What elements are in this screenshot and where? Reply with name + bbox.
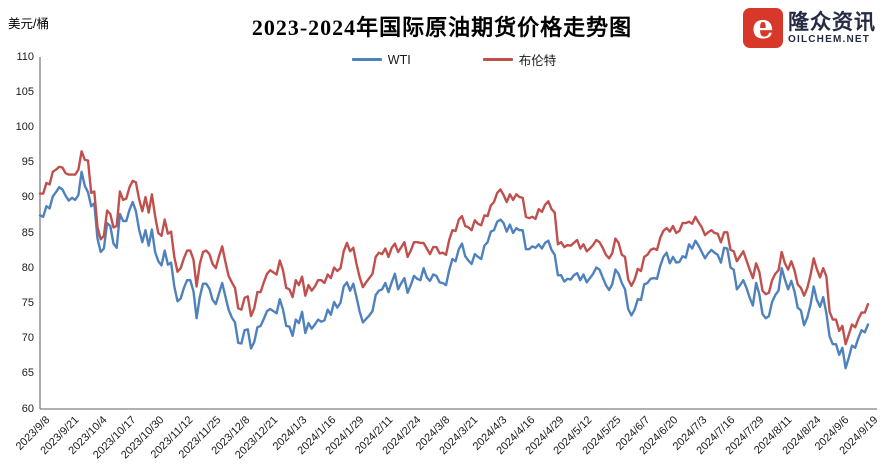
y-axis-tick-label: 100 (15, 120, 34, 133)
brent-line-swatch (482, 57, 513, 62)
chart-legend: WTI 布伦特 (40, 50, 868, 69)
oilchem-logo: e 隆众资讯 OILCHEM.NET (743, 8, 876, 48)
brent-price-line (38, 150, 870, 346)
y-axis-tick-label: 110 (16, 50, 34, 63)
y-axis-tick-label: 95 (21, 156, 34, 169)
y-axis-tick-label: 65 (21, 367, 34, 380)
chart-title: 2023-2024年国际原油期货价格走势图 (251, 15, 633, 40)
logo-icon-glyph: e (752, 6, 774, 47)
y-axis-tick-label: 85 (21, 226, 34, 239)
y-axis-tick-label: 70 (21, 332, 34, 345)
oilchem-logo-icon: e (743, 8, 783, 48)
legend-item-brent: 布伦特 (482, 50, 557, 69)
y-axis-tick-label: 75 (21, 296, 34, 309)
logo-brand-name: 隆众资讯 (788, 10, 876, 34)
y-axis-tick-label: 105 (15, 85, 34, 98)
y-axis-tick-label: 80 (21, 261, 34, 274)
legend-label-wti: WTI (387, 52, 411, 67)
y-axis-unit-label: 美元/桶 (8, 17, 49, 31)
logo-text-block: 隆众资讯 OILCHEM.NET (788, 12, 876, 45)
logo-domain-name: OILCHEM.NET (788, 33, 871, 45)
wti-price-line (38, 170, 870, 370)
y-axis-tick-label: 90 (21, 191, 34, 204)
legend-item-wti: WTI (351, 52, 411, 67)
legend-label-brent: 布伦特 (518, 54, 557, 68)
wti-line-swatch (351, 57, 382, 62)
y-axis-tick-label: 60 (21, 402, 34, 415)
